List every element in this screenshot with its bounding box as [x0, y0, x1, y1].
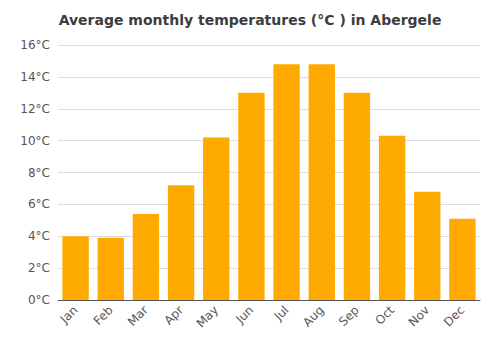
svg-text:Apr: Apr: [161, 303, 186, 328]
svg-text:4°C: 4°C: [28, 229, 50, 243]
svg-text:2°C: 2°C: [28, 261, 50, 275]
svg-text:Oct: Oct: [372, 303, 397, 328]
svg-text:8°C: 8°C: [28, 166, 50, 180]
svg-text:0°C: 0°C: [28, 293, 50, 307]
svg-text:Sep: Sep: [336, 303, 362, 329]
svg-text:Dec: Dec: [441, 303, 467, 329]
svg-text:Nov: Nov: [406, 303, 432, 329]
svg-text:Jan: Jan: [57, 303, 81, 327]
svg-text:Average monthly temperatures (: Average monthly temperatures (°C ) in Ab…: [59, 12, 442, 28]
svg-text:May: May: [194, 303, 221, 330]
svg-text:Jun: Jun: [233, 303, 257, 327]
svg-text:Aug: Aug: [300, 303, 326, 329]
svg-text:12°C: 12°C: [20, 102, 50, 116]
svg-text:6°C: 6°C: [28, 197, 50, 211]
svg-text:Feb: Feb: [91, 303, 116, 328]
svg-text:Jul: Jul: [271, 303, 292, 324]
svg-text:16°C: 16°C: [20, 38, 50, 52]
svg-text:10°C: 10°C: [20, 134, 50, 148]
svg-text:14°C: 14°C: [20, 70, 50, 84]
svg-text:Mar: Mar: [125, 303, 151, 329]
